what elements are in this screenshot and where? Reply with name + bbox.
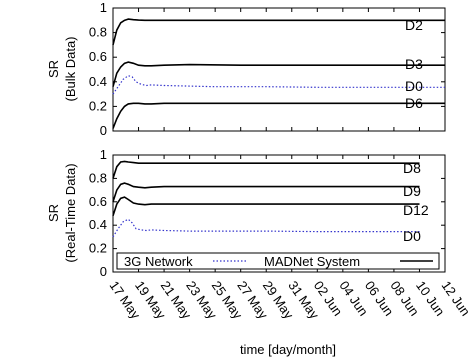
y-tick-label: 0	[100, 264, 107, 279]
plot-frame	[112, 7, 446, 132]
series-line-d2	[112, 18, 445, 46]
y-tick-label: 0.4	[89, 74, 107, 89]
y-axis-sublabel: (Bulk Data)	[63, 36, 78, 101]
series-label-d0: D0	[405, 78, 423, 94]
legend-box	[116, 252, 440, 270]
series-line-d0	[112, 75, 445, 95]
series-label-d3: D3	[405, 56, 423, 72]
series-label-d12: D12	[403, 202, 429, 218]
y-tick-label: 0.2	[89, 241, 107, 256]
y-tick-label: 0	[100, 123, 107, 138]
series-label-d8: D8	[403, 160, 421, 176]
series-line-d3	[112, 61, 445, 87]
x-axis-label: time [day/month]	[240, 342, 336, 357]
series-label-d6: D6	[405, 95, 423, 111]
y-tick-label: 0.4	[89, 217, 107, 232]
y-tick-label: 1	[100, 147, 107, 162]
legend-label-3g: 3G Network	[124, 254, 193, 269]
y-axis-label: SR	[46, 60, 61, 78]
y-axis-sublabel: (Real-Time Data)	[63, 163, 78, 262]
series-line-d9	[112, 182, 420, 203]
y-tick-label: 0.8	[89, 25, 107, 40]
y-tick-label: 0.6	[89, 49, 107, 64]
series-line-d8	[112, 160, 420, 179]
y-tick-label: 0.6	[89, 194, 107, 209]
y-tick-label: 0.8	[89, 170, 107, 185]
series-label-d0: D0	[403, 228, 421, 244]
y-tick-label: 1	[100, 0, 107, 15]
chart-real-time-data: 0 0.2 0.4 0.6 0.8 1 SR (Real-Time Data) D8 D9 D12 D…	[46, 147, 471, 357]
series-label-d9: D9	[403, 183, 421, 199]
series-label-d2: D2	[405, 17, 423, 33]
series-line-d12	[112, 196, 420, 217]
series-line-d0	[112, 218, 420, 238]
y-axis-label: SR	[46, 204, 61, 222]
y-tick-label: 0.2	[89, 98, 107, 113]
legend-label-madnet: MADNet System	[264, 254, 360, 269]
legend: 3G Network MADNet System	[116, 252, 440, 270]
series-line-d6	[112, 102, 445, 129]
